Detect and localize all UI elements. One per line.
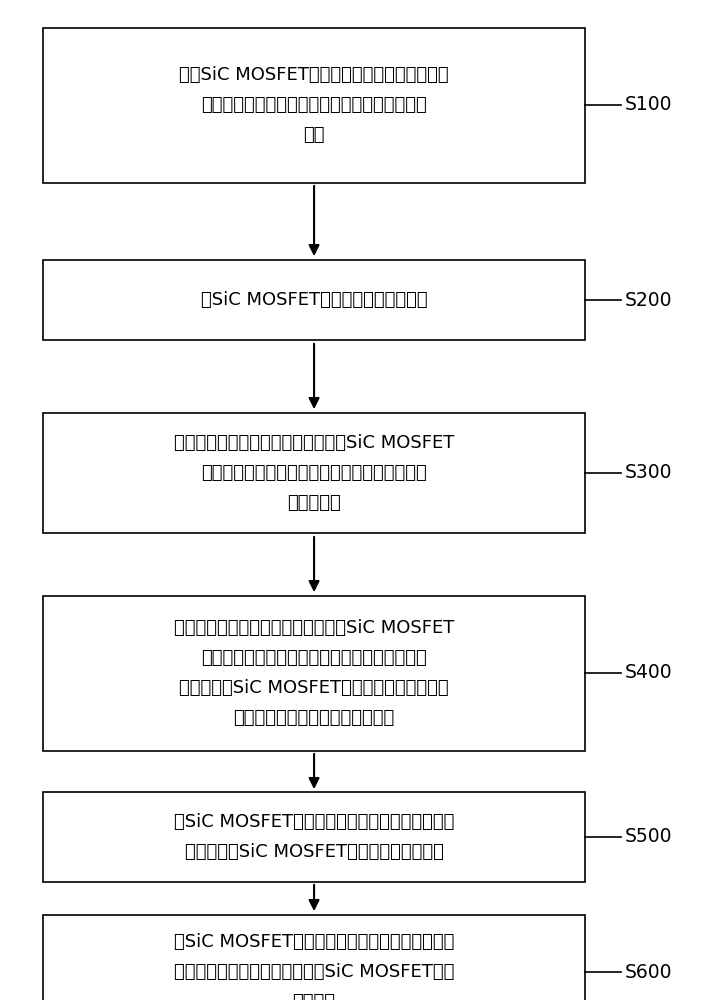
Text: S200: S200 bbox=[625, 290, 672, 310]
Text: 数关系获取SiC MOSFET器件的阈值电压恢复至: 数关系获取SiC MOSFET器件的阈值电压恢复至 bbox=[179, 679, 449, 697]
Text: 压进行比较，根据比较结果评估SiC MOSFET器件: 压进行比较，根据比较结果评估SiC MOSFET器件 bbox=[174, 963, 454, 981]
Text: 器件进行电学参数测试，判断测量得到的阈值电: 器件进行电学参数测试，判断测量得到的阈值电 bbox=[201, 464, 427, 482]
Text: S600: S600 bbox=[625, 962, 672, 982]
FancyBboxPatch shape bbox=[43, 596, 585, 750]
Text: 应力中断时间和中断后额外施加应力时间的函数: 应力中断时间和中断后额外施加应力时间的函数 bbox=[201, 96, 427, 114]
FancyBboxPatch shape bbox=[43, 792, 585, 882]
Text: S300: S300 bbox=[625, 464, 672, 483]
FancyBboxPatch shape bbox=[43, 914, 585, 1000]
Text: 若测量得到的阈值电压无效，则评估SiC MOSFET: 若测量得到的阈值电压无效，则评估SiC MOSFET bbox=[174, 619, 454, 637]
Text: S100: S100 bbox=[625, 96, 672, 114]
Text: 关系: 关系 bbox=[303, 126, 325, 144]
Text: 将SiC MOSFET器件此时的阈值电压与标准阈值电: 将SiC MOSFET器件此时的阈值电压与标准阈值电 bbox=[174, 933, 454, 951]
Text: 在高温栅偏试验不同的试验节点下对SiC MOSFET: 在高温栅偏试验不同的试验节点下对SiC MOSFET bbox=[174, 434, 454, 452]
FancyBboxPatch shape bbox=[43, 260, 585, 340]
Text: 器件的应力中断时间，并根据应力中断时间和函: 器件的应力中断时间，并根据应力中断时间和函 bbox=[201, 649, 427, 667]
Text: S500: S500 bbox=[625, 828, 672, 846]
Text: 对SiC MOSFET器件进行高温栅偏试验: 对SiC MOSFET器件进行高温栅偏试验 bbox=[201, 291, 427, 309]
FancyBboxPatch shape bbox=[43, 413, 585, 533]
Text: 预设阈值所需的额外施加应力时间: 预设阈值所需的额外施加应力时间 bbox=[233, 709, 395, 727]
Text: 压是否有效: 压是否有效 bbox=[287, 494, 341, 512]
Text: 的可靠性: 的可靠性 bbox=[292, 993, 336, 1000]
Text: 应力，获取SiC MOSFET器件此时的阈值电压: 应力，获取SiC MOSFET器件此时的阈值电压 bbox=[185, 843, 443, 861]
Text: S400: S400 bbox=[625, 664, 672, 682]
FancyBboxPatch shape bbox=[43, 27, 585, 182]
Text: 对SiC MOSFET器件施加额外施加应力时间的偏置: 对SiC MOSFET器件施加额外施加应力时间的偏置 bbox=[174, 813, 454, 831]
Text: 获取SiC MOSFET器件的阈值电压漂移变化率与: 获取SiC MOSFET器件的阈值电压漂移变化率与 bbox=[179, 66, 449, 84]
